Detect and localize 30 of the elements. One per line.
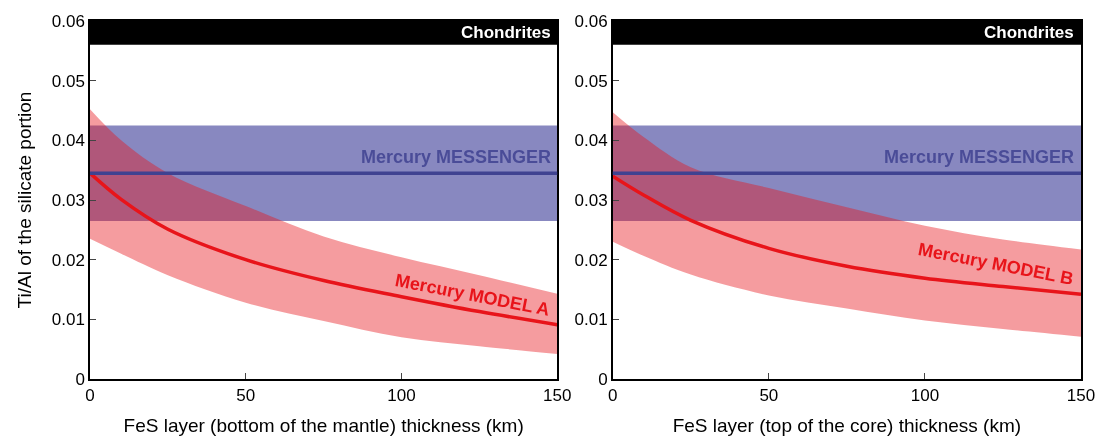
y-tick-label: 0.06 [51,11,85,31]
y-tick-label: 0.02 [574,250,608,270]
y-tick-label: 0.05 [51,71,85,91]
y-tick-label: 0.03 [51,190,85,210]
y-tick-label: 0.04 [51,131,85,151]
y-tick-label: 0 [75,369,85,389]
y-axis-title: Ti/Al of the silicate portion [14,91,36,309]
y-tick-label: 0.01 [574,310,608,330]
text: Mercury MODEL B [916,239,1076,289]
x-tick-label: 50 [759,386,779,406]
text: Mercury MODEL A [393,270,552,320]
band-label: Chondrites [461,23,551,42]
y-tick-label: 0 [598,369,608,389]
line-series [612,174,1081,297]
x-tick-label: 100 [910,386,940,406]
x-tick-label: 100 [387,386,416,406]
x-tick-label: 50 [236,386,256,406]
y-tick-label: 0.01 [51,310,85,330]
ref-line-label: Mercury MESSENGER [884,147,1075,167]
y-tick-label: 0.04 [574,131,608,151]
y-tick-label: 0.03 [574,190,608,210]
y-tick-label: 0.06 [574,11,608,31]
x-tick-label: 150 [1066,386,1096,406]
x-axis-title: FeS layer (bottom of the mantle) thickness (km) [123,415,524,437]
y-tick-label: 0.02 [51,250,85,270]
x-axis-title: FeS layer (top of the core) thickness (km) [672,415,1022,437]
band-label: Chondrites [984,23,1074,42]
x-tick-label: 150 [543,386,572,406]
y-tick-label: 0.05 [574,71,608,91]
ref-line-label: Mercury MESSENGER [361,147,552,167]
